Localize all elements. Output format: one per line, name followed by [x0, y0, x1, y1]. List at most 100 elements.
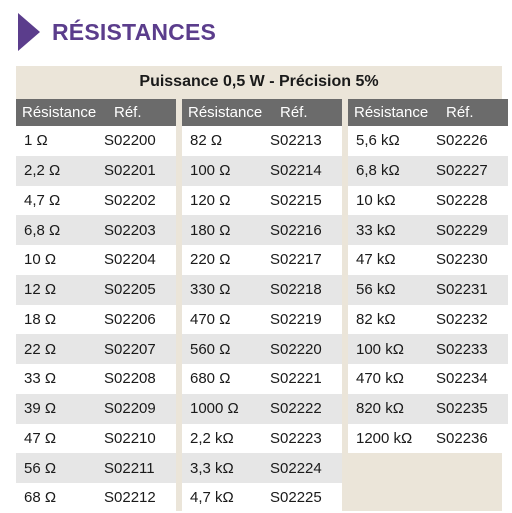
reference-code: S02211 [104, 459, 155, 477]
header-value: Résistance [354, 104, 429, 121]
table-row: 6,8 kΩ S02227 [348, 155, 508, 186]
resistance-value: 100 kΩ [356, 340, 404, 358]
resistance-value: 39 Ω [24, 400, 57, 418]
resistance-value: 18 Ω [24, 310, 57, 328]
reference-code: S02205 [104, 281, 156, 299]
resistance-value: 560 Ω [190, 340, 231, 358]
reference-code: S02219 [270, 310, 322, 328]
resistance-value: 5,6 kΩ [356, 132, 400, 150]
resistance-value: 82 Ω [190, 132, 223, 150]
table-row: 39 Ω S02209 [16, 393, 176, 424]
reference-code: S02206 [104, 310, 156, 328]
table-row: 68 Ω S02212 [16, 483, 176, 513]
reference-code: S02224 [270, 459, 322, 477]
table-row: 2,2 Ω S02201 [16, 155, 176, 186]
table-column-3: Résistance Réf. 5,6 kΩ S02226 6,8 kΩ S02227… [348, 99, 508, 454]
reference-code: S02200 [104, 132, 156, 150]
reference-code: S02204 [104, 251, 156, 269]
reference-code: S02213 [270, 132, 322, 150]
reference-code: S02210 [104, 429, 156, 447]
table-row: 82 Ω S02213 [182, 126, 342, 156]
resistance-value: 680 Ω [190, 370, 231, 388]
resistance-value: 3,3 kΩ [190, 459, 234, 477]
header-value: Résistance [188, 104, 263, 121]
resistance-value: 2,2 kΩ [190, 429, 234, 447]
resistance-value: 4,7 kΩ [190, 489, 234, 507]
table-row: 56 Ω S02211 [16, 453, 176, 483]
resistance-value: 12 Ω [24, 281, 57, 299]
resistance-value: 2,2 Ω [24, 162, 61, 180]
resistance-value: 10 Ω [24, 251, 57, 269]
resistance-value: 68 Ω [24, 489, 57, 507]
reference-code: S02202 [104, 191, 156, 209]
table-row: 3,3 kΩ S02224 [182, 453, 342, 483]
table-row: 33 kΩ S02229 [348, 215, 508, 245]
reference-code: S02234 [436, 370, 488, 388]
resistance-value: 6,8 Ω [24, 221, 61, 239]
header-ref: Réf. [280, 104, 308, 121]
resistance-value: 470 kΩ [356, 370, 404, 388]
resistance-value: 56 Ω [24, 459, 57, 477]
table-row: 1 Ω S02200 [16, 126, 176, 156]
reference-code: S02217 [270, 251, 322, 269]
table-row: 220 Ω S02217 [182, 245, 342, 275]
table-row: 10 Ω S02204 [16, 245, 176, 275]
table-row: 470 Ω S02219 [182, 304, 342, 335]
reference-code: S02227 [436, 162, 488, 180]
reference-code: S02232 [436, 310, 488, 328]
table-row: 4,7 Ω S02202 [16, 185, 176, 216]
resistance-value: 56 kΩ [356, 281, 396, 299]
resistance-value: 47 kΩ [356, 251, 396, 269]
table-header: Résistance Réf. [182, 99, 342, 126]
resistance-value: 1200 kΩ [356, 429, 413, 447]
table-row: 100 kΩ S02233 [348, 334, 508, 364]
resistance-value: 22 Ω [24, 340, 57, 358]
reference-code: S02218 [270, 281, 322, 299]
resistance-value: 180 Ω [190, 221, 231, 239]
table-row: 470 kΩ S02234 [348, 364, 508, 394]
table-row: 47 Ω S02210 [16, 423, 176, 454]
resistance-value: 120 Ω [190, 191, 231, 209]
table-body: 5,6 kΩ S02226 6,8 kΩ S02227 10 kΩ S02228 33 kΩ… [348, 126, 508, 454]
resistance-table-panel: Puissance 0,5 W - Précision 5% Résistanc… [16, 66, 508, 513]
table-row: 1000 Ω S02222 [182, 393, 342, 424]
resistance-value: 47 Ω [24, 429, 57, 447]
reference-code: S02221 [270, 370, 322, 388]
table-row: 680 Ω S02221 [182, 364, 342, 394]
resistance-value: 82 kΩ [356, 310, 396, 328]
table-header: Résistance Réf. [348, 99, 508, 126]
header-ref: Réf. [446, 104, 474, 121]
table-column-2: Résistance Réf. 82 Ω S02213 100 Ω S02214 120… [182, 99, 342, 513]
reference-code: S02209 [104, 400, 156, 418]
table-body: 82 Ω S02213 100 Ω S02214 120 Ω S02215 180 Ω S02… [182, 126, 342, 513]
resistance-value: 10 kΩ [356, 191, 396, 209]
resistance-value: 100 Ω [190, 162, 231, 180]
header-ref: Réf. [114, 104, 142, 121]
reference-code: S02207 [104, 340, 156, 358]
reference-code: S02208 [104, 370, 156, 388]
resistance-value: 6,8 kΩ [356, 162, 400, 180]
reference-code: S02216 [270, 221, 322, 239]
table-row: 100 Ω S02214 [182, 155, 342, 186]
table-subtitle: Puissance 0,5 W - Précision 5% [139, 73, 379, 90]
table-row: 820 kΩ S02235 [348, 393, 508, 424]
reference-code: S02235 [436, 400, 488, 418]
table-row: 12 Ω S02205 [16, 274, 176, 305]
resistance-value: 4,7 Ω [24, 191, 61, 209]
reference-code: S02229 [436, 221, 488, 239]
page-header: RÉSISTANCES [18, 12, 216, 52]
reference-code: S02220 [270, 340, 322, 358]
resistance-value: 33 kΩ [356, 221, 396, 239]
table-row: 560 Ω S02220 [182, 334, 342, 364]
reference-code: S02223 [270, 429, 322, 447]
reference-code: S02225 [270, 489, 322, 507]
reference-code: S02201 [104, 162, 156, 180]
table-row: 33 Ω S02208 [16, 364, 176, 394]
table-row: 18 Ω S02206 [16, 304, 176, 335]
reference-code: S02228 [436, 191, 488, 209]
reference-code: S02222 [270, 400, 322, 418]
table-body: 1 Ω S02200 2,2 Ω S02201 4,7 Ω S02202 6,8 Ω S022… [16, 126, 176, 513]
resistance-value: 1000 Ω [190, 400, 239, 418]
reference-code: S02236 [436, 429, 488, 447]
resistance-value: 220 Ω [190, 251, 231, 269]
